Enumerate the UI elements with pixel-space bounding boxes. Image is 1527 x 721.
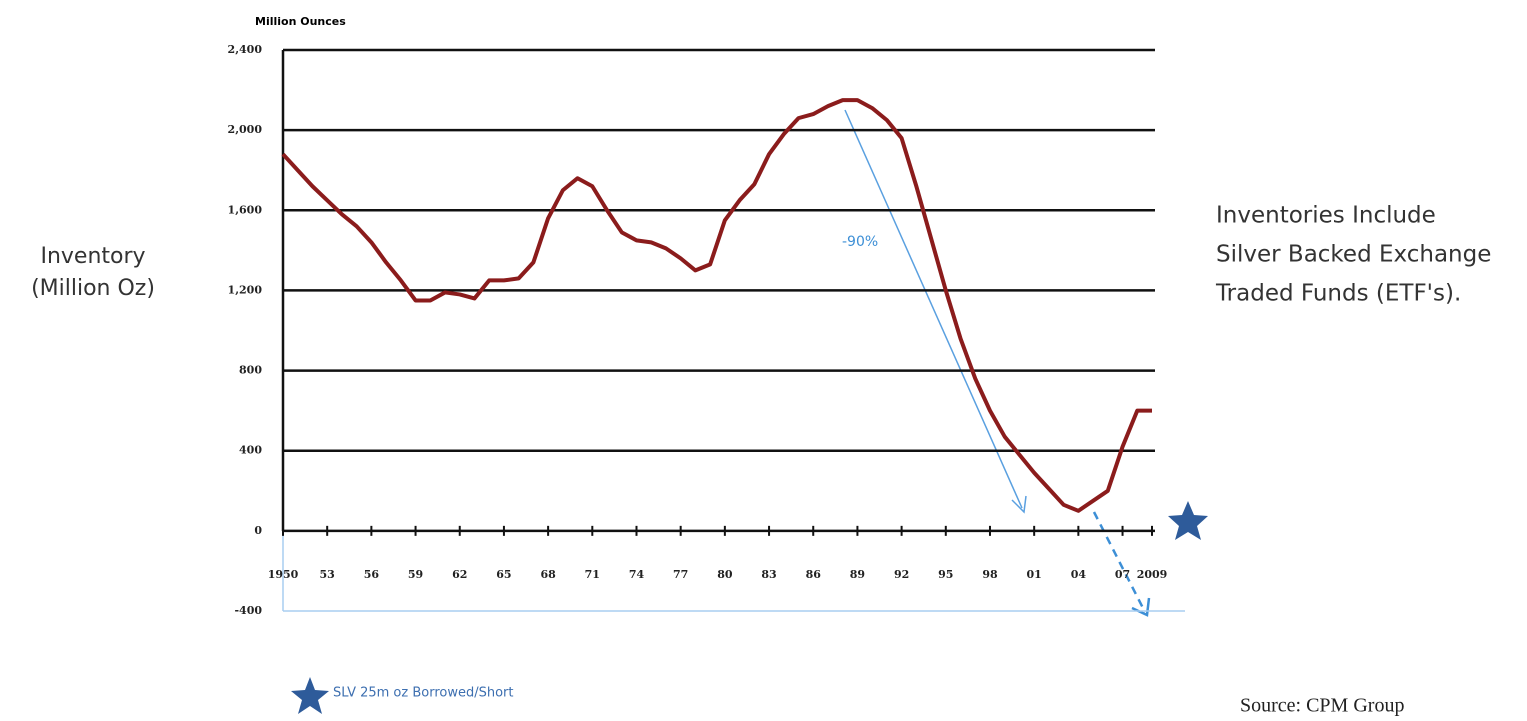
x-tick-label: 04: [1071, 568, 1087, 581]
x-tick-label: 56: [364, 568, 380, 581]
x-tick-label: 2009: [1137, 568, 1168, 581]
trend-arrow: [844, 109, 1023, 509]
note: Traded Funds (ETF's).: [1215, 281, 1461, 307]
y-tick-label: 2,000: [228, 123, 263, 136]
x-tick-label: 83: [761, 568, 776, 581]
unit-label: Million Ounces: [255, 15, 346, 28]
x-tick-label: 1950: [268, 568, 299, 581]
y-tick-label: 800: [239, 364, 262, 377]
x-tick-label: 53: [320, 568, 335, 581]
data-line: [281, 98, 1152, 513]
note: Silver Backed Exchange: [1216, 242, 1491, 268]
arrow-head: [1011, 495, 1027, 514]
note: Inventories Include: [1216, 203, 1436, 229]
y-tick-label: 0: [254, 524, 262, 537]
y-tick-label: -400: [234, 604, 262, 617]
x-tick-label: 62: [452, 568, 467, 581]
x-tick-label: 92: [894, 568, 909, 581]
star: [1168, 501, 1208, 540]
x-tick-label: 77: [673, 568, 688, 581]
y-tick-label: 1,200: [228, 283, 263, 296]
x-tick-label: 86: [806, 568, 822, 581]
legend-note: SLV 25m oz Borrowed/Short: [333, 686, 514, 701]
x-tick-label: 74: [629, 568, 645, 581]
x-tick-label: 80: [717, 568, 733, 581]
x-tick-label: 59: [408, 568, 423, 581]
y-axis-label: Inventory: [40, 244, 145, 269]
source: Source: CPM Group: [1240, 695, 1404, 717]
x-tick-label: 71: [585, 568, 600, 581]
annotation: -90%: [842, 234, 878, 250]
legend-star: [291, 677, 329, 714]
y-axis-label: (Million Oz): [31, 276, 155, 301]
y-tick-label: 2,400: [228, 43, 263, 56]
x-tick-label: 65: [496, 568, 511, 581]
y-tick-label: 1,600: [228, 203, 263, 216]
x-tick-label: 98: [982, 568, 998, 581]
x-tick-label: 01: [1027, 568, 1042, 581]
x-tick-label: 07: [1115, 568, 1130, 581]
y-tick-label: 400: [239, 444, 262, 457]
x-tick-label: 95: [938, 568, 953, 581]
x-tick-label: 89: [850, 568, 865, 581]
x-tick-label: 68: [540, 568, 556, 581]
short-arrow: [1092, 511, 1147, 613]
